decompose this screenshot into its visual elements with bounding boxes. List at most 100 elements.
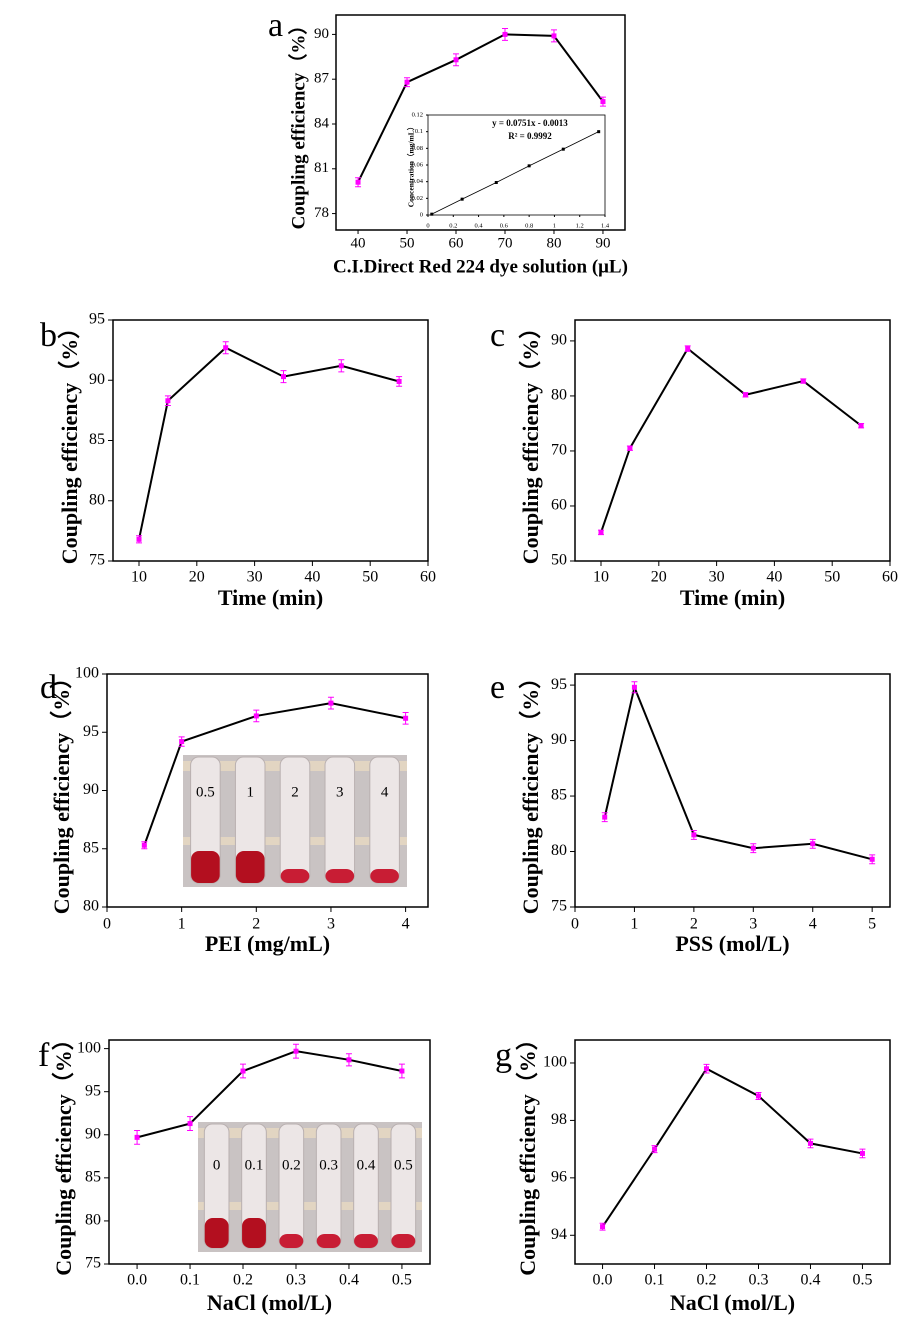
x-axis-label: Time (min) <box>680 585 785 610</box>
panel-label: e <box>490 669 505 706</box>
data-point <box>685 346 691 352</box>
x-tick-label: 0.8 <box>525 222 533 229</box>
x-tick-label: 0 <box>426 222 429 229</box>
data-point <box>338 363 344 369</box>
x-tick-label: 3 <box>327 916 335 933</box>
y-tick-label: 90 <box>85 1125 101 1142</box>
tube-label: 0 <box>213 1157 221 1173</box>
x-tick-label: 30 <box>247 569 263 586</box>
plot-frame <box>335 14 626 231</box>
y-tick-label: 70 <box>551 442 567 459</box>
data-point <box>800 378 806 384</box>
y-axis-label: Coupling efficiency（%） <box>51 1028 76 1276</box>
tube <box>315 1123 342 1249</box>
tube-label: 0.3 <box>319 1157 338 1173</box>
x-tick-label: 0 <box>571 916 579 933</box>
data-point <box>858 423 864 429</box>
tube <box>353 1123 379 1249</box>
x-tick-label: 0.0 <box>593 1272 613 1289</box>
plot-frame <box>574 673 891 908</box>
x-tick-label: 20 <box>651 569 667 586</box>
x-tick-label: 40 <box>766 569 782 586</box>
x-tick-label: 60 <box>882 569 898 586</box>
panel-label: a <box>268 7 283 44</box>
photo-rack <box>198 1128 422 1138</box>
data-point <box>602 814 608 820</box>
data-point <box>631 684 637 690</box>
x-tick-label: 50 <box>400 235 415 251</box>
x-axis-label: NaCl (mol/L) <box>670 1290 795 1315</box>
data-line <box>600 347 862 533</box>
tube-liquid <box>204 1218 229 1248</box>
data-line <box>357 33 604 183</box>
y-tick-label: 75 <box>89 552 105 569</box>
y-tick-label: 80 <box>551 842 567 859</box>
y-tick-label: 80 <box>85 1212 101 1229</box>
x-tick-label: 5 <box>868 916 876 933</box>
data-point <box>652 1146 658 1152</box>
x-tick-label: 0.4 <box>339 1272 359 1289</box>
data-line <box>601 1067 863 1228</box>
data-line <box>431 131 599 215</box>
x-tick-label: 0.5 <box>392 1272 412 1289</box>
tube-liquid <box>191 851 220 883</box>
x-tick-label: 0.0 <box>127 1272 147 1289</box>
data-point <box>430 212 434 216</box>
y-axis-label: Coupling efficiency（%） <box>518 317 543 565</box>
tube-liquid <box>316 1234 341 1248</box>
x-tick-label: 0.5 <box>852 1272 872 1289</box>
x-tick-label: 4 <box>809 916 817 933</box>
y-tick-label: 0.04 <box>412 178 424 185</box>
data-point <box>399 1068 405 1074</box>
data-point <box>403 715 409 721</box>
x-tick-label: 40 <box>351 235 366 251</box>
y-tick-label: 100 <box>543 1054 567 1071</box>
data-point <box>627 445 633 451</box>
data-line <box>138 346 400 540</box>
data-point <box>355 179 361 185</box>
data-line <box>603 683 873 861</box>
data-point <box>136 536 142 542</box>
y-axis-label: Coupling efficiency（%） <box>57 317 82 565</box>
x-tick-label: 0.6 <box>500 222 509 229</box>
r-squared: R² = 0.9992 <box>508 131 552 141</box>
data-point <box>460 197 464 201</box>
y-tick-label: 81 <box>314 160 329 176</box>
y-tick-label: 80 <box>551 387 567 404</box>
x-tick-label: 50 <box>824 569 840 586</box>
x-tick-label: 0 <box>103 916 111 933</box>
data-point <box>223 345 229 351</box>
y-tick-label: 0.02 <box>412 195 423 202</box>
tube-label: 2 <box>291 784 299 800</box>
y-tick-label: 0 <box>420 211 423 218</box>
y-tick-label: 85 <box>83 839 99 856</box>
data-point <box>598 529 604 535</box>
data-point <box>404 79 410 85</box>
tube-liquid <box>279 1234 304 1248</box>
y-tick-label: 98 <box>551 1111 567 1128</box>
y-tick-label: 95 <box>85 1082 101 1099</box>
x-tick-label: 40 <box>304 569 320 586</box>
x-tick-label: 0.2 <box>233 1272 253 1289</box>
y-axis-label: Coupling efficiency（%） <box>518 667 543 915</box>
tube-label: 0.4 <box>357 1157 376 1173</box>
data-point <box>346 1057 352 1063</box>
tube <box>369 756 400 884</box>
data-point <box>600 1224 606 1230</box>
tube-liquid <box>325 869 355 883</box>
y-tick-label: 85 <box>85 1169 101 1186</box>
data-point <box>755 1093 761 1099</box>
y-tick-label: 85 <box>89 431 105 448</box>
x-tick-label: 1 <box>553 222 556 229</box>
panel-label: d <box>40 669 57 706</box>
y-tick-label: 0.06 <box>412 161 424 168</box>
y-tick-label: 75 <box>551 898 567 915</box>
x-tick-label: 1 <box>630 916 638 933</box>
panel-label: f <box>38 1037 50 1074</box>
y-tick-label: 0.08 <box>412 145 423 152</box>
tube-label: 0.1 <box>245 1157 264 1173</box>
data-point <box>807 1140 813 1146</box>
data-point <box>743 392 749 398</box>
tube-liquid <box>235 851 265 883</box>
y-tick-label: 60 <box>551 497 567 514</box>
